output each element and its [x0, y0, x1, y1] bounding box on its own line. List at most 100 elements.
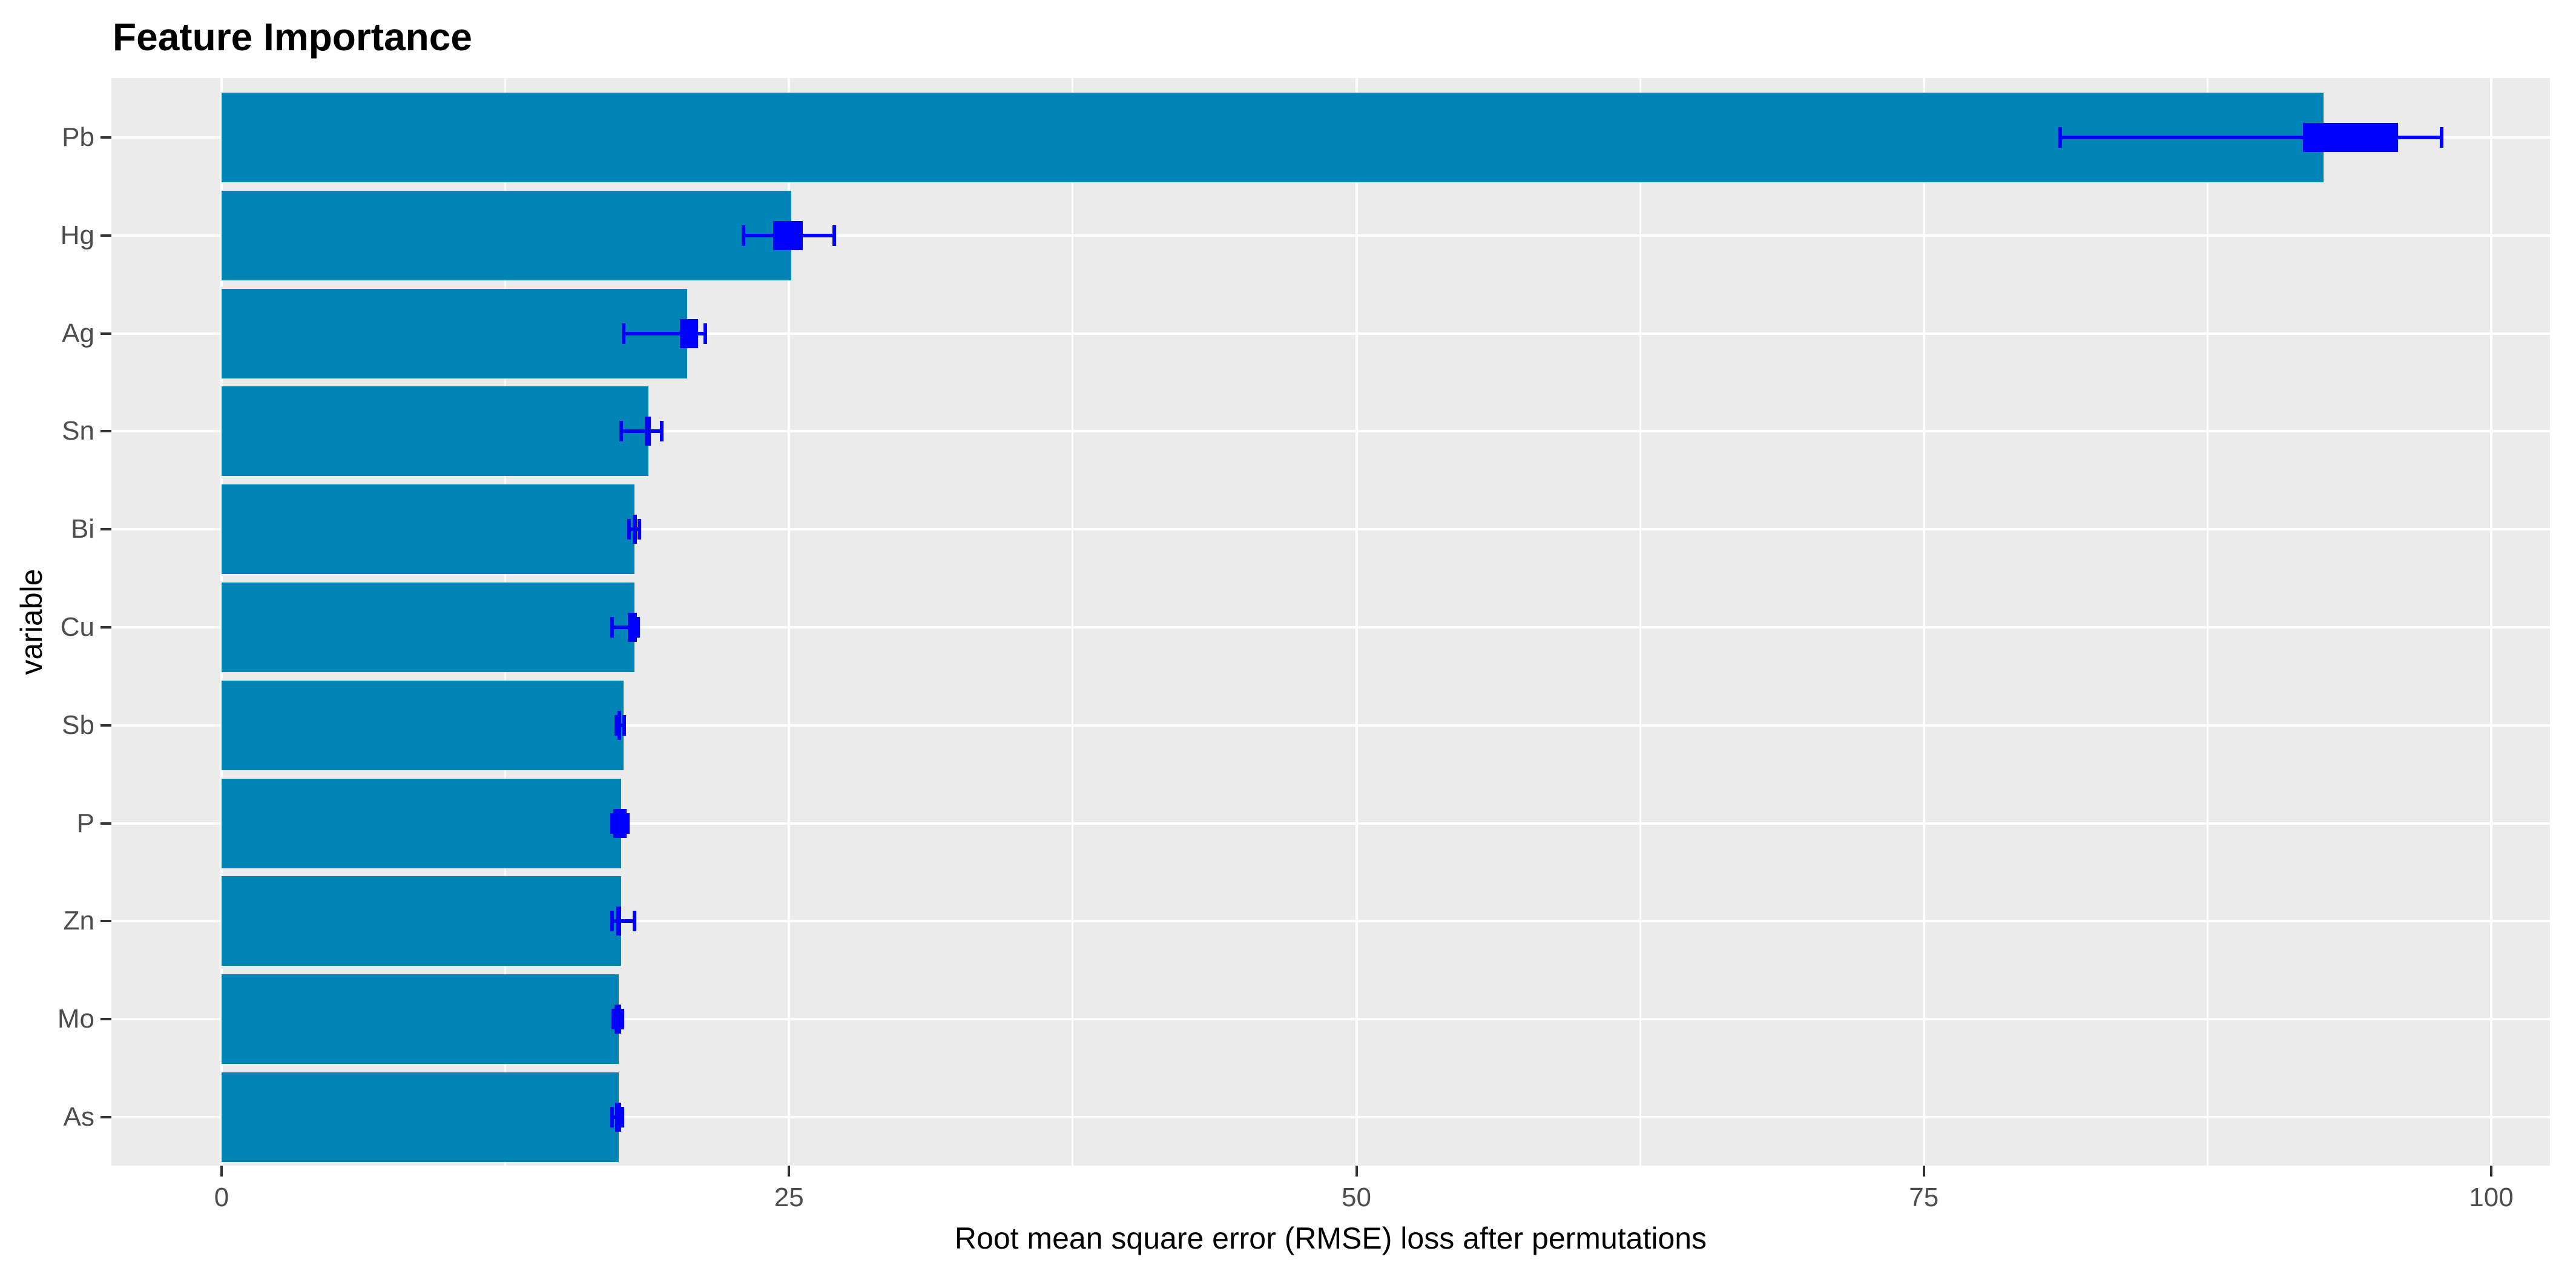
boxplot-box-Bi [632, 515, 637, 544]
boxplot-whisker-cap-high-Zn [633, 911, 637, 932]
x-axis-tick-100 [2490, 1166, 2492, 1177]
bar-Cu [222, 583, 635, 672]
gridline-horizontal-P [111, 822, 2550, 825]
boxplot-whisker-cap-high-Bi [637, 519, 641, 540]
gridline-horizontal-Zn [111, 920, 2550, 923]
boxplot-whisker-cap-low-As [610, 1107, 614, 1127]
y-axis-ticklabel-Sn: Sn [62, 416, 94, 446]
gridline-major-vertical [788, 78, 791, 1166]
gridline-horizontal-Sn [111, 430, 2550, 433]
boxplot-box-Sb [618, 710, 622, 740]
boxplot-whisker-cap-high-As [620, 1107, 624, 1127]
x-axis-tick-50 [1355, 1166, 1358, 1177]
gridline-horizontal-Sb [111, 724, 2550, 727]
bar-Pb [222, 93, 2324, 182]
boxplot-whisker-line-Sn [621, 429, 662, 434]
bar-Bi [222, 484, 635, 575]
y-axis-tick-Zn [100, 920, 111, 923]
gridline-horizontal-Hg [111, 234, 2550, 237]
y-axis-ticklabel-Sb: Sb [62, 710, 94, 740]
boxplot-whisker-cap-low-Sb [614, 715, 619, 736]
y-axis-tick-Cu [100, 626, 111, 629]
x-axis-tick-0 [220, 1166, 223, 1177]
boxplot-whisker-cap-high-Sb [622, 715, 627, 736]
gridline-horizontal-Cu [111, 626, 2550, 629]
boxplot-whisker-cap-high-Mo [620, 1009, 624, 1030]
boxplot-box-Cu [628, 613, 637, 642]
y-axis-tick-Pb [100, 136, 111, 139]
boxplot-whisker-cap-low-Pb [2058, 127, 2062, 148]
boxplot-box-Zn [616, 906, 621, 936]
bar-Sn [222, 386, 648, 477]
x-axis-ticklabel-0: 0 [214, 1183, 229, 1212]
y-axis-tick-Ag [100, 332, 111, 335]
boxplot-whisker-cap-low-Zn [610, 911, 614, 932]
boxplot-whisker-cap-high-Pb [2439, 127, 2443, 148]
boxplot-whisker-cap-low-Bi [627, 519, 631, 540]
y-axis-tick-Sn [100, 430, 111, 433]
y-axis-tick-Bi [100, 528, 111, 531]
y-axis-ticklabel-Mo: Mo [57, 1004, 94, 1034]
bar-Hg [222, 190, 791, 280]
plot-title: Feature Importance [113, 15, 472, 59]
x-axis-tick-75 [1922, 1166, 1925, 1177]
x-axis-ticklabel-50: 50 [1342, 1183, 1371, 1212]
y-axis-tick-P [100, 822, 111, 825]
y-axis-ticklabel-As: As [63, 1102, 94, 1132]
x-axis-title: Root mean square error (RMSE) loss after… [954, 1221, 1707, 1255]
boxplot-whisker-line-Pb [2060, 136, 2442, 139]
boxplot-whisker-cap-high-Cu [636, 617, 640, 638]
boxplot-whisker-cap-high-Hg [832, 225, 837, 246]
boxplot-box-Mo [614, 1005, 621, 1034]
gridline-minor-vertical [1072, 78, 1074, 1166]
boxplot-whisker-cap-high-Sn [660, 421, 664, 442]
y-axis-ticklabel-Zn: Zn [63, 906, 94, 936]
x-axis-ticklabel-25: 25 [774, 1183, 804, 1212]
boxplot-whisker-cap-low-Cu [610, 617, 614, 638]
gridline-major-vertical [1922, 78, 1925, 1166]
bar-As [222, 1072, 619, 1162]
bar-Sb [222, 680, 624, 770]
boxplot-whisker-cap-high-P [626, 813, 630, 834]
boxplot-box-Sn [645, 417, 651, 446]
boxplot-box-P [613, 808, 627, 838]
bar-Mo [222, 974, 619, 1065]
gridline-minor-vertical [2206, 78, 2209, 1166]
boxplot-whisker-line-Zn [611, 919, 635, 923]
x-axis-ticklabel-75: 75 [1909, 1183, 1939, 1212]
boxplot-whisker-cap-high-Ag [703, 323, 707, 344]
plot-panel [111, 78, 2550, 1166]
boxplot-whisker-cap-low-Ag [621, 323, 625, 344]
boxplot-box-Hg [773, 220, 803, 250]
x-axis-tick-25 [788, 1166, 791, 1177]
y-axis-title: variable [15, 569, 48, 675]
y-axis-ticklabel-Ag: Ag [62, 318, 94, 348]
y-axis-tick-Mo [100, 1018, 111, 1021]
gridline-horizontal-Mo [111, 1018, 2550, 1021]
gridline-minor-vertical [1639, 78, 1641, 1166]
bar-P [222, 778, 621, 868]
bar-Ag [222, 288, 687, 378]
gridline-horizontal-Ag [111, 332, 2550, 335]
y-axis-tick-As [100, 1116, 111, 1118]
y-axis-tick-Sb [100, 724, 111, 727]
gridline-major-vertical [2490, 78, 2492, 1166]
gridline-major-vertical [1355, 78, 1358, 1166]
y-axis-ticklabel-Bi: Bi [70, 514, 94, 544]
boxplot-box-Pb [2302, 123, 2399, 152]
boxplot-whisker-line-Ag [623, 331, 705, 335]
y-axis-ticklabel-Cu: Cu [60, 612, 94, 642]
boxplot-whisker-cap-low-Hg [742, 225, 746, 246]
y-axis-ticklabel-Hg: Hg [60, 220, 94, 250]
boxplot-whisker-line-Cu [611, 626, 638, 629]
y-axis-ticklabel-P: P [76, 808, 94, 838]
boxplot-box-Ag [680, 319, 699, 348]
y-axis-tick-Hg [100, 234, 111, 237]
gridline-horizontal-Bi [111, 528, 2550, 531]
y-axis-ticklabel-Pb: Pb [62, 122, 94, 152]
boxplot-whisker-cap-low-Mo [611, 1009, 615, 1030]
bar-Zn [222, 876, 621, 966]
boxplot-box-As [615, 1103, 621, 1132]
boxplot-whisker-cap-low-P [610, 813, 614, 834]
